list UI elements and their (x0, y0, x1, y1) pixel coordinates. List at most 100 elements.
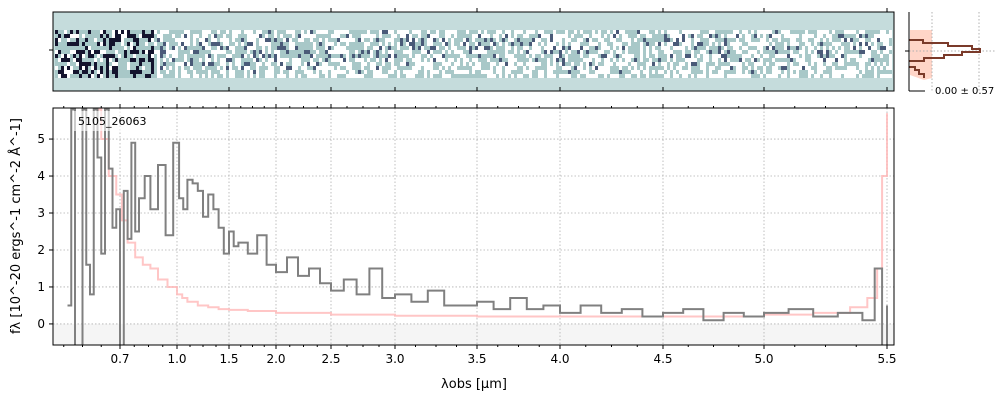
spectrum-2d-pixel (757, 38, 760, 42)
spectrum-2d-pixel (430, 62, 433, 66)
spectrum-2d-pixel (544, 50, 547, 54)
spectrum-2d-pixel (241, 50, 244, 54)
spectrum-2d-pixel (454, 62, 457, 66)
spectrum-2d-pixel (133, 58, 136, 62)
spectrum-2d-pixel (520, 58, 523, 62)
spectrum-2d-pixel (556, 62, 559, 66)
spectrum-2d-pixel (757, 58, 760, 62)
spectrum-2d-pixel (736, 66, 739, 70)
spectrum-2d-pixel (640, 54, 643, 58)
series-group (67, 108, 888, 345)
spectrum-2d-pixel (157, 42, 160, 46)
spectrum-2d-pixel (640, 74, 643, 78)
spectrum-2d-pixel (862, 50, 865, 54)
spectrum-2d-pixel (343, 74, 346, 78)
spectrum-2d-pixel (97, 30, 100, 34)
spectrum-2d-pixel (229, 62, 232, 66)
spectrum-2d-pixel (328, 34, 331, 38)
spectrum-2d-pixel (400, 58, 403, 62)
spectrum-2d-pixel (784, 74, 787, 78)
spectrum-2d-pixel (547, 38, 550, 42)
spectrum-2d-pixel (412, 38, 415, 42)
spectrum-2d-pixel (517, 54, 520, 58)
spectrum-2d-pixel (592, 74, 595, 78)
spectrum-2d-pixel (391, 34, 394, 38)
spectrum-2d-pixel (229, 30, 232, 34)
spectrum-2d-pixel (121, 30, 124, 34)
spectrum-2d-pixel (550, 62, 553, 66)
spectrum-2d-pixel (172, 74, 175, 78)
spectrum-2d-pixel (742, 70, 745, 74)
spectrum-2d-pixel (223, 54, 226, 58)
spectrum-2d-pixel (808, 66, 811, 70)
spectrum-2d-pixel (451, 70, 454, 74)
spectrum-2d-pixel (688, 74, 691, 78)
spectrum-2d-pixel (667, 58, 670, 62)
spectrum-2d-pixel (193, 42, 196, 46)
spectrum-2d-pixel (601, 30, 604, 34)
spectrum-2d-pixel (253, 30, 256, 34)
spectrum-2d-pixel (730, 42, 733, 46)
spectrum-2d-pixel (856, 42, 859, 46)
spectrum-2d-pixel (304, 34, 307, 38)
spectrum-2d-pixel (55, 54, 58, 58)
spectrum-2d-pixel (589, 54, 592, 58)
spectrum-2d-pixel (748, 30, 751, 34)
spectrum-2d-pixel (85, 74, 88, 78)
spectrum-2d-pixel (415, 70, 418, 74)
spectrum-2d-pixel (691, 30, 694, 34)
spectrum-2d-pixel (367, 30, 370, 34)
spectrum-2d-pixel (589, 50, 592, 54)
spectrum-2d-pixel (307, 62, 310, 66)
spectrum-2d-pixel (517, 42, 520, 46)
spectrum-2d-pixel (88, 42, 91, 46)
spectrum-2d-pixel (802, 66, 805, 70)
spectrum-2d-pixel (181, 70, 184, 74)
spectrum-2d-pixel (133, 62, 136, 66)
spectrum-2d-pixel (238, 46, 241, 50)
spectrum-2d-pixel (889, 58, 892, 62)
spectrum-2d-pixel (886, 62, 889, 66)
spectrum-2d-pixel (541, 70, 544, 74)
spectrum-2d-pixel (106, 46, 109, 50)
spectrum-2d-pixel (481, 58, 484, 62)
spectrum-2d-pixel (139, 58, 142, 62)
spectrum-2d-pixel (331, 46, 334, 50)
spectrum-2d-pixel (184, 58, 187, 62)
spectrum-2d-pixel (805, 70, 808, 74)
spectrum-2d-pixel (403, 46, 406, 50)
spectrum-2d-pixel (406, 58, 409, 62)
spectrum-2d-pixel (550, 50, 553, 54)
spectrum-2d-pixel (571, 46, 574, 50)
spectrum-2d-pixel (820, 66, 823, 70)
spectrum-2d-pixel (778, 34, 781, 38)
spectrum-2d-pixel (187, 70, 190, 74)
spectrum-2d-pixel (466, 38, 469, 42)
spectrum-2d-pixel (775, 62, 778, 66)
spectrum-2d-pixel (862, 34, 865, 38)
spectrum-2d-pixel (475, 50, 478, 54)
spectrum-2d-pixel (274, 30, 277, 34)
spectrum-2d-pixel (148, 46, 151, 50)
spectrum-2d-pixel (334, 46, 337, 50)
spectrum-2d-pixel (352, 34, 355, 38)
spectrum-2d-pixel (760, 66, 763, 70)
spectrum-2d-pixel (784, 34, 787, 38)
spectrum-2d-pixel (316, 30, 319, 34)
spectrum-2d-pixel (706, 70, 709, 74)
spectrum-2d-pixel (337, 34, 340, 38)
spectrum-2d-pixel (667, 38, 670, 42)
spectrum-2d-pixel (577, 58, 580, 62)
spectrum-2d-pixel (619, 50, 622, 54)
spectrum-2d-pixel (886, 74, 889, 78)
spectrum-2d-pixel (403, 34, 406, 38)
spectrum-2d-pixel (127, 30, 130, 34)
spectrum-2d-pixel (634, 74, 637, 78)
spectrum-2d-pixel (877, 58, 880, 62)
spectrum-2d-pixel (523, 42, 526, 46)
spectrum-2d-pixel (670, 66, 673, 70)
spectrum-2d-pixel (724, 70, 727, 74)
spectrum-2d-pixel (307, 46, 310, 50)
spectrum-2d-pixel (496, 46, 499, 50)
